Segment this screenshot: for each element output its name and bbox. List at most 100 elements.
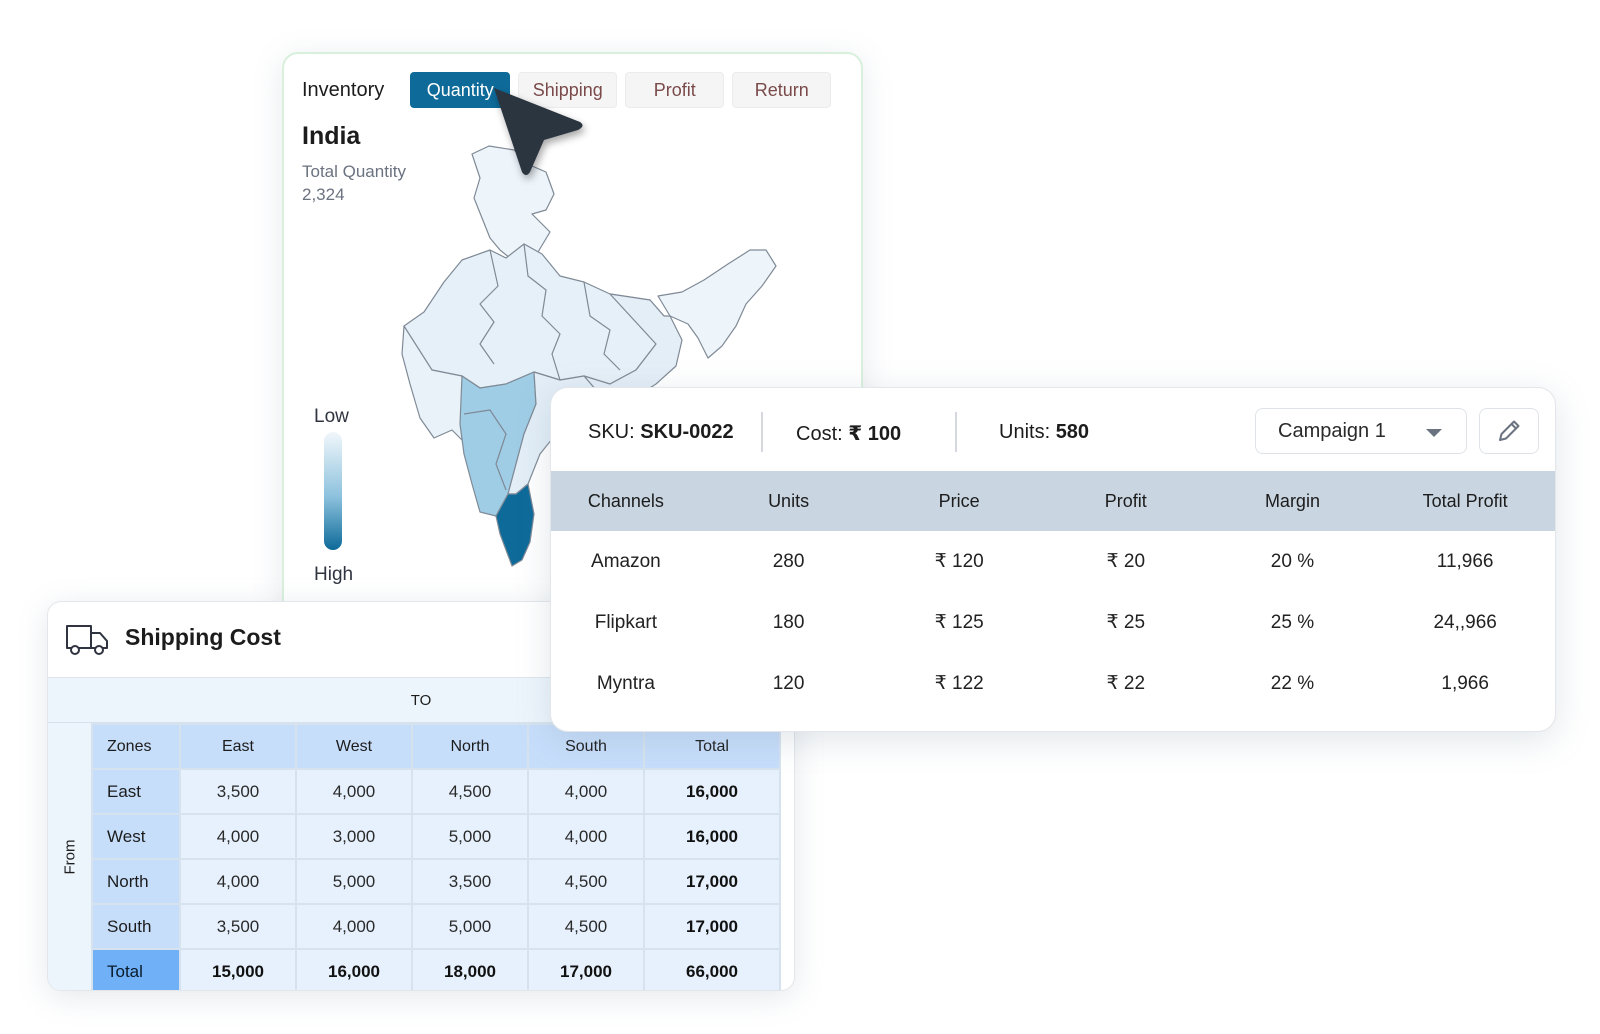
table-row: West 4,000 3,000 5,000 4,000 16,000 [91, 813, 781, 860]
row-total-cell: 16,000 [643, 813, 781, 860]
table-cell: 5,000 [295, 858, 413, 905]
country-title: India [302, 122, 361, 150]
table-cell: 1,966 [1441, 672, 1489, 694]
shipping-cost-table: Zones East West North South Total East 3… [91, 723, 781, 990]
table-row: North 4,000 5,000 3,500 4,500 17,000 [91, 858, 781, 905]
cost-value: ₹ 100 [848, 423, 902, 445]
cost-label: Cost: [796, 423, 843, 445]
from-column: From [48, 723, 91, 990]
sku-label: SKU: [588, 421, 635, 443]
column-header: Units [700, 471, 877, 531]
table-row: South 3,500 4,000 5,000 4,500 17,000 [91, 903, 781, 950]
table-cell: ₹ 125 [934, 612, 984, 633]
tab-return[interactable]: Return [732, 72, 832, 108]
table-cell: ₹ 25 [1106, 612, 1146, 633]
shipping-title: Shipping Cost [125, 624, 281, 650]
table-cell: 120 [772, 672, 805, 694]
table-cell: 5,000 [411, 813, 529, 860]
column-header: Profit [1042, 471, 1210, 531]
table-cell: 3,500 [179, 903, 297, 950]
units-label: Units: [999, 421, 1051, 443]
table-cell: 4,500 [527, 903, 645, 950]
units-field: Units: 580 [999, 421, 1089, 444]
table-cell: 5,000 [411, 903, 529, 950]
table-cell: Amazon [591, 550, 661, 572]
table-cell: 280 [772, 550, 805, 572]
column-header: Total Profit [1375, 471, 1555, 531]
zone-cell: East [91, 768, 181, 815]
table-cell: 3,500 [179, 768, 297, 815]
column-header: West [295, 723, 413, 770]
divider [955, 412, 957, 452]
tab-profit[interactable]: Profit [625, 72, 725, 108]
tab-shipping[interactable]: Shipping [518, 72, 618, 108]
to-label: TO [410, 692, 432, 709]
cost-field: Cost: ₹ 100 [796, 421, 901, 446]
table-cell: 4,000 [527, 768, 645, 815]
column-header: Margin [1209, 471, 1376, 531]
legend-low-label: Low [314, 406, 349, 427]
table-cell: 4,500 [527, 858, 645, 905]
table-cell: 3,500 [411, 858, 529, 905]
tab-quantity[interactable]: Quantity [410, 72, 511, 108]
legend-high-label: High [314, 564, 354, 585]
shipping-cost-card: Shipping Cost TO From Zones East West No… [47, 601, 795, 991]
campaign-select[interactable]: Campaign 1 [1255, 408, 1467, 454]
column-total-cell: 16,000 [295, 948, 413, 990]
table-cell: 4,000 [179, 813, 297, 860]
map-region-central [403, 243, 665, 389]
map-region-northeast [657, 249, 777, 359]
units-value: 580 [1055, 421, 1090, 443]
row-total-cell: 17,000 [643, 903, 781, 950]
table-row: East 3,500 4,000 4,500 4,000 16,000 [91, 768, 781, 815]
table-cell: ₹ 20 [1106, 551, 1146, 572]
total-quantity-label: Total Quantity [302, 162, 406, 181]
shipping-header: Shipping Cost [48, 602, 794, 678]
table-cell: 22 % [1270, 672, 1315, 694]
table-row: Myntra 120 ₹ 122 ₹ 22 22 % 1,966 [551, 653, 1555, 714]
total-label-cell: Total [91, 948, 181, 990]
table-cell: ₹ 120 [934, 551, 984, 572]
column-total-cell: 18,000 [411, 948, 529, 990]
column-header: Zones [91, 723, 181, 770]
row-total-cell: 17,000 [643, 858, 781, 905]
edit-button[interactable] [1479, 408, 1539, 454]
table-cell: 4,500 [411, 768, 529, 815]
table-row: Flipkart 180 ₹ 125 ₹ 25 25 % 24,,966 [551, 592, 1555, 653]
sku-value: SKU-0022 [640, 421, 734, 443]
table-cell: 11,966 [1436, 550, 1494, 572]
table-cell: 3,000 [295, 813, 413, 860]
table-total-row: Total 15,000 16,000 18,000 17,000 66,000 [91, 948, 781, 990]
sku-summary-bar: SKU: SKU-0022 Cost: ₹ 100 Units: 580 Cam… [551, 388, 1555, 471]
table-cell: 4,000 [527, 813, 645, 860]
column-header: North [411, 723, 529, 770]
sku-field: SKU: SKU-0022 [588, 421, 734, 444]
zone-cell: North [91, 858, 181, 905]
divider [761, 412, 763, 452]
chevron-down-icon [1426, 429, 1442, 437]
column-header: Channels [551, 471, 701, 531]
table-cell: ₹ 22 [1106, 673, 1146, 694]
truck-icon [66, 625, 108, 655]
table-row: Amazon 280 ₹ 120 ₹ 20 20 % 11,966 [551, 531, 1555, 592]
column-total-cell: 17,000 [527, 948, 645, 990]
map-region-south-tip [495, 483, 535, 567]
table-cell: 4,000 [295, 768, 413, 815]
column-total-cell: 15,000 [179, 948, 297, 990]
table-cell: Flipkart [594, 611, 658, 633]
grand-total-cell: 66,000 [643, 948, 781, 990]
table-cell: 25 % [1270, 611, 1315, 633]
inventory-title: Inventory [302, 78, 385, 101]
table-cell: 24,,966 [1433, 611, 1497, 633]
table-cell: 4,000 [295, 903, 413, 950]
campaign-selected-value: Campaign 1 [1278, 419, 1386, 442]
table-cell: Myntra [596, 672, 655, 694]
row-total-cell: 16,000 [643, 768, 781, 815]
table-cell: 180 [772, 611, 805, 633]
table-cell: 4,000 [179, 858, 297, 905]
table-cell: ₹ 122 [934, 673, 984, 694]
channels-table: Channels Units Price Profit Margin Total… [551, 471, 1555, 714]
column-header: Price [876, 471, 1042, 531]
from-label: From [61, 839, 79, 875]
zone-cell: South [91, 903, 181, 950]
